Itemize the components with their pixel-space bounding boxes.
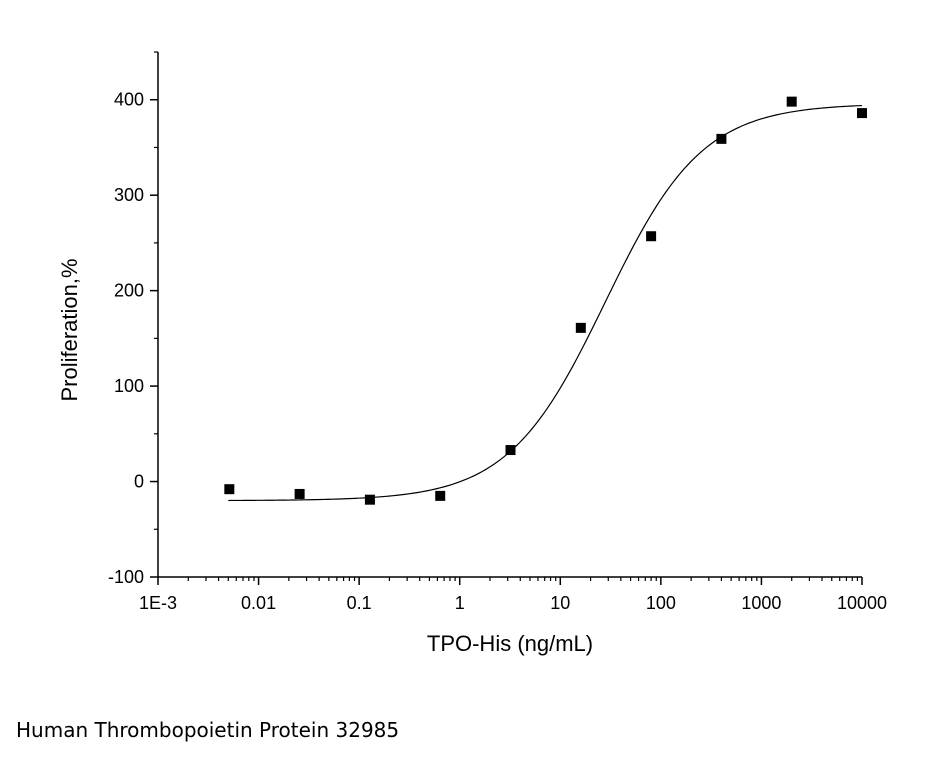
data-points bbox=[224, 96, 867, 505]
x-tick-label: 100 bbox=[646, 593, 676, 613]
data-point bbox=[857, 108, 867, 119]
data-point bbox=[575, 322, 586, 333]
fit-curve bbox=[228, 104, 863, 502]
y-tick-label: 100 bbox=[114, 376, 144, 396]
x-tick-label: 0.01 bbox=[241, 593, 276, 613]
x-tick-label: 1E-3 bbox=[139, 593, 177, 613]
y-axis-title: Proliferation,% bbox=[57, 258, 82, 401]
y-tick-label: 300 bbox=[114, 185, 144, 205]
x-tick-label: 1000 bbox=[741, 593, 781, 613]
x-tick-label: 10 bbox=[550, 593, 570, 613]
data-point bbox=[224, 484, 235, 495]
y-tick-label: 0 bbox=[134, 472, 144, 492]
data-point bbox=[505, 445, 516, 456]
data-point bbox=[435, 490, 446, 501]
data-point bbox=[646, 231, 657, 242]
axes: -100 0 100 200 300 400 1E-3 0.01 0.1 1 10 100 1000 10… bbox=[108, 51, 887, 613]
chart: -100 0 100 200 300 400 1E-3 0.01 0.1 1 10 100 1000 10… bbox=[57, 51, 887, 656]
figure-caption: Human Thrombopoietin Protein 32985 bbox=[16, 718, 400, 742]
x-tick-label: 1 bbox=[455, 593, 465, 613]
data-point bbox=[364, 494, 375, 505]
x-axis-title: TPO-His (ng/mL) bbox=[427, 631, 593, 656]
x-tick-label: 10000 bbox=[837, 593, 887, 613]
x-tick-label: 0.1 bbox=[347, 593, 372, 613]
data-point bbox=[294, 488, 305, 499]
y-tick-label: 400 bbox=[114, 90, 144, 110]
y-tick-label: -100 bbox=[108, 567, 144, 587]
y-tick-label: 200 bbox=[114, 281, 144, 301]
fit-curve-group bbox=[228, 104, 863, 502]
data-point bbox=[716, 133, 727, 144]
data-point bbox=[786, 96, 797, 107]
